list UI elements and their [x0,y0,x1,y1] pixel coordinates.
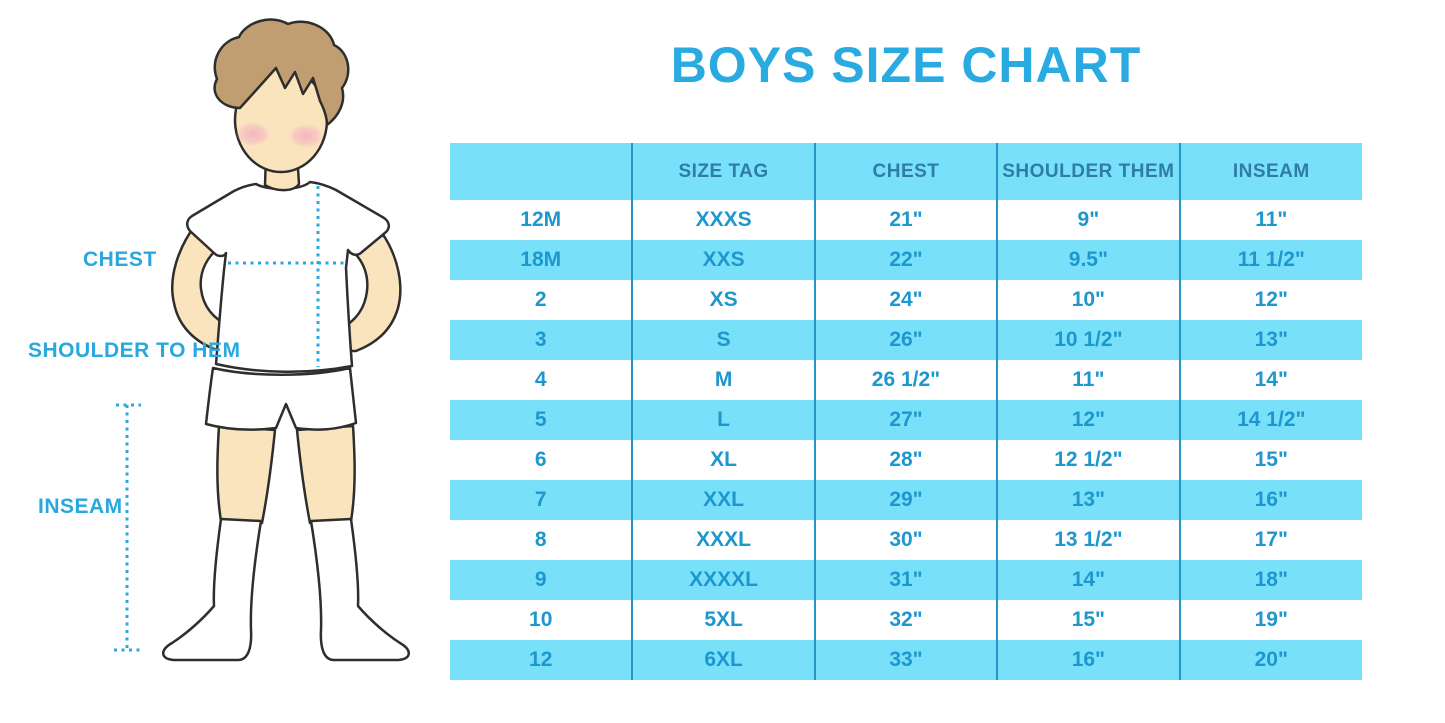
table-cell: 10" [996,280,1180,320]
table-cell: 29" [813,480,998,520]
table-cell: 12 [450,640,633,680]
table-cell: 9" [996,200,1180,240]
boy-shorts [204,366,358,431]
header-cell-4: INSEAM [1178,143,1362,200]
table-cell: 14 1/2" [1178,400,1362,440]
table-cell: 12" [1178,280,1362,320]
table-cell: 20" [1178,640,1362,680]
header-row: SIZE TAG CHEST SHOULDER THEM INSEAM [450,143,1362,200]
table-cell: 22" [813,240,998,280]
table-cell: XXXL [631,520,815,560]
table-cell: 10 1/2" [996,320,1180,360]
size-chart-table-head: SIZE TAG CHEST SHOULDER THEM INSEAM [450,143,1362,200]
table-cell: XXXXL [631,560,815,600]
table-cell: 28" [813,440,998,480]
table-cell: XXL [631,480,815,520]
table-cell: 11 1/2" [1178,240,1362,280]
table-cell: 12" [996,400,1180,440]
boy-legs [216,424,356,525]
table-row: 3 S 26" 10 1/2" 13" [450,320,1362,360]
page-title: BOYS SIZE CHART [670,37,1142,93]
table-row: 12M XXXS 21" 9" 11" [450,200,1362,240]
table-cell: 7 [450,480,633,520]
table-cell: 16" [996,640,1180,680]
header-cell-1: SIZE TAG [631,143,815,200]
measurement-figure: CHEST SHOULDER TO HEM INSEAM [0,0,450,723]
boy-shirt [186,180,390,373]
table-cell: 5 [450,400,633,440]
table-cell: S [631,320,815,360]
table-row: 9 XXXXL 31" 14" 18" [450,560,1362,600]
table-row: 2 XS 24" 10" 12" [450,280,1362,320]
table-row: 7 XXL 29" 13" 16" [450,480,1362,520]
table-row: 6 XL 28" 12 1/2" 15" [450,440,1362,480]
table-cell: 11" [996,360,1180,400]
table-cell: M [631,360,815,400]
boy-blush [236,122,323,148]
table-cell: 24" [813,280,998,320]
table-cell: 19" [1178,600,1362,640]
table-cell: 2 [534,288,547,311]
table-cell: XL [631,440,815,480]
table-cell: 12 1/2" [996,440,1180,480]
table-row: 8 XXXL 30" 13 1/2" 17" [450,520,1362,560]
chest-label: CHEST [83,248,157,271]
table-cell: 6XL [631,640,815,680]
table-cell: 14" [1178,360,1362,400]
table-cell: 3 [450,320,633,360]
table-cell: 8 [534,528,547,551]
table-cell: 12M [520,208,562,231]
table-cell: 26 1/2" [813,360,998,400]
table-cell: 6 [534,448,547,471]
table-cell: 14" [996,560,1180,600]
table-cell: 21" [813,200,998,240]
table-cell: 18" [1178,560,1362,600]
table-cell: 33" [813,640,998,680]
boy-illustration [114,18,410,662]
table-cell: 11" [1178,200,1362,240]
table-cell: 9.5" [996,240,1180,280]
table-cell: 13 1/2" [996,520,1180,560]
header-cell-0 [450,143,633,200]
table-cell: 13" [1178,320,1362,360]
table-cell: 16" [1178,480,1362,520]
boy-hair [213,18,350,127]
table-cell: XXXS [631,200,815,240]
table-cell: 10 [529,608,553,631]
boy-socks [162,517,410,662]
table-cell: L [631,400,815,440]
shoulder-to-hem-label: SHOULDER TO HEM [28,339,241,362]
header-cell-3: SHOULDER THEM [996,143,1180,200]
table-row: 18M XXS 22" 9.5" 11 1/2" [450,240,1362,280]
table-cell: 31" [813,560,998,600]
table-cell: 17" [1178,520,1362,560]
size-chart-table: SIZE TAG CHEST SHOULDER THEM INSEAM 12M XXXS… [450,143,1362,680]
table-cell: 4 [534,368,547,391]
size-chart-table-body: 12M XXXS 21" 9" 11" 18M XXS 22" 9.5" 11 1/2" 2 XS 24… [450,200,1362,680]
table-cell: 15" [1178,440,1362,480]
table-cell: XXS [631,240,815,280]
table-cell: 9 [450,560,633,600]
table-row: 10 5XL 32" 15" 19" [450,600,1362,640]
table-cell: 30" [813,520,998,560]
table-cell: 15" [996,600,1180,640]
table-cell: 18M [450,240,633,280]
table-cell: XS [631,280,815,320]
table-row: 4 M 26 1/2" 11" 14" [450,360,1362,400]
table-cell: 27" [813,400,998,440]
table-cell: 26" [813,320,998,360]
header-cell-2: CHEST [813,143,998,200]
table-row: 12 6XL 33" 16" 20" [450,640,1362,680]
table-cell: 5XL [631,600,815,640]
inseam-label: INSEAM [38,495,123,518]
table-row: 5 L 27" 12" 14 1/2" [450,400,1362,440]
table-cell: 13" [996,480,1180,520]
table-cell: 32" [813,600,998,640]
